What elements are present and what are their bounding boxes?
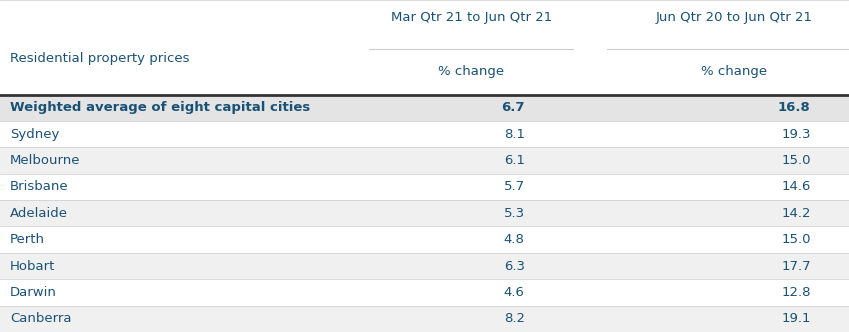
Text: Canberra: Canberra [10,312,71,325]
Text: Adelaide: Adelaide [10,207,68,220]
FancyBboxPatch shape [0,226,849,253]
Text: Melbourne: Melbourne [10,154,81,167]
Text: 19.3: 19.3 [781,128,811,141]
Text: 17.7: 17.7 [781,260,811,273]
FancyBboxPatch shape [0,306,849,332]
Text: 5.3: 5.3 [503,207,525,220]
Text: Brisbane: Brisbane [10,180,69,194]
Text: 5.7: 5.7 [503,180,525,194]
Text: 14.2: 14.2 [781,207,811,220]
Text: 14.6: 14.6 [781,180,811,194]
Text: Darwin: Darwin [10,286,57,299]
Text: 6.7: 6.7 [501,101,525,114]
FancyBboxPatch shape [0,95,849,121]
FancyBboxPatch shape [0,147,849,174]
FancyBboxPatch shape [0,174,849,200]
Text: Jun Qtr 20 to Jun Qtr 21: Jun Qtr 20 to Jun Qtr 21 [656,11,812,24]
Text: % change: % change [701,65,767,78]
Text: Perth: Perth [10,233,45,246]
Text: % change: % change [438,65,504,78]
Text: 8.1: 8.1 [503,128,525,141]
Text: Sydney: Sydney [10,128,59,141]
Text: Residential property prices: Residential property prices [10,52,189,65]
Text: 6.3: 6.3 [503,260,525,273]
FancyBboxPatch shape [0,121,849,147]
Text: 15.0: 15.0 [781,154,811,167]
Text: 6.1: 6.1 [503,154,525,167]
Text: 8.2: 8.2 [503,312,525,325]
Text: 19.1: 19.1 [781,312,811,325]
FancyBboxPatch shape [0,200,849,226]
Text: 4.8: 4.8 [503,233,525,246]
FancyBboxPatch shape [0,279,849,306]
FancyBboxPatch shape [0,253,849,279]
Text: Hobart: Hobart [10,260,55,273]
Text: 12.8: 12.8 [781,286,811,299]
Text: 15.0: 15.0 [781,233,811,246]
Text: 16.8: 16.8 [778,101,811,114]
Text: Weighted average of eight capital cities: Weighted average of eight capital cities [10,101,311,114]
Text: 4.6: 4.6 [503,286,525,299]
Text: Mar Qtr 21 to Jun Qtr 21: Mar Qtr 21 to Jun Qtr 21 [391,11,552,24]
